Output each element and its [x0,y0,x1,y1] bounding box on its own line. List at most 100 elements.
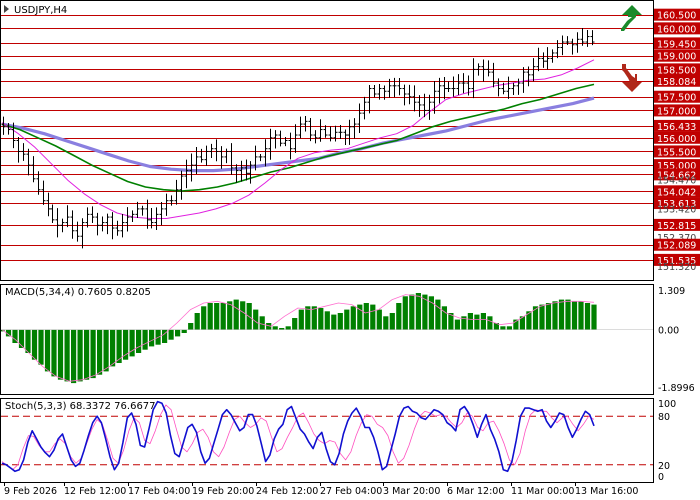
macd-bar [305,306,311,330]
price-bar [21,143,26,161]
moving-average-lines [1,59,595,219]
price-bar [377,84,382,100]
price-bar [456,74,461,96]
price-bar [491,62,496,88]
price-bar [580,27,585,46]
chart-title: USDJPY,H4 [14,5,67,16]
macd-bar [272,326,278,330]
macd-bar [71,329,77,384]
price-bar [214,139,219,162]
price-bar [60,218,65,233]
price-bar [451,76,456,97]
price-bar [545,47,550,70]
price-bar [11,122,16,149]
macd-bar [519,316,525,330]
macd-bar [500,326,506,330]
price-bar [31,156,36,183]
macd-bar [591,304,597,330]
price-level-label: 155.500 [657,147,696,158]
level-label-bg [654,22,700,35]
price-bar [417,95,422,117]
macd-bar [84,329,90,380]
price-bar [541,52,546,68]
price-bar [224,148,229,164]
macd-bar [376,309,382,330]
price-bar [585,29,590,47]
price-level-label: 156.000 [657,134,696,145]
price-axis: 160.500 160.000 159.450 159.000 158.500158.0… [654,8,700,273]
level-label-bg [654,131,700,144]
level-label-bg [654,104,700,117]
price-bar [506,76,511,99]
macd-bar [214,303,220,330]
level-label-bg [654,185,700,198]
price-bar [303,115,308,132]
macd-bar [279,328,285,330]
price-bar [496,78,501,97]
macd-bar [188,323,194,330]
price-bar [313,130,318,144]
macd-bar [441,306,447,330]
price-bar [174,179,179,205]
price-bar [481,59,486,82]
macd-bar [136,329,142,353]
price-tick-label: 154.470 [657,176,696,187]
price-bar [333,125,338,142]
macd-bar [259,316,265,330]
price-bar [75,221,80,242]
macd-bar [64,329,70,382]
macd-tick-label: 0.00 [658,326,679,337]
stoch-main-line [1,400,595,473]
time-tick-label: 19 Feb 20:00 [192,486,254,497]
macd-bar [123,329,129,360]
price-bar [194,147,199,174]
macd-bar [25,329,31,353]
price-bar [526,66,531,87]
price-level-label: 159.000 [657,52,696,63]
macd-bar [51,329,57,377]
macd-histogram [1,293,597,384]
price-bar [278,130,283,147]
price-bar [204,145,209,166]
macd-bar [435,299,441,330]
level-label-bg [654,159,700,172]
price-level-label: 154.662 [657,170,696,181]
macd-bar [175,329,181,337]
price-bar [273,130,278,149]
macd-bar [350,306,356,330]
price-bar [555,40,560,59]
arrow-down-icon [622,64,642,92]
macd-bar [383,316,389,330]
macd-bar [493,323,499,330]
price-level-label: 155.000 [657,161,696,172]
macd-bar [266,323,272,330]
time-tick-label: 13 Mar 16:00 [575,486,638,497]
price-bar [536,47,541,72]
price-bar [422,93,427,118]
time-tick-label: 12 Feb 12:00 [64,486,126,497]
price-bar [590,30,595,46]
price-bars [1,27,595,249]
macd-bar [487,316,493,330]
price-bar [46,192,51,217]
price-bar [402,84,407,106]
time-tick-label: 9 Feb 2026 [4,486,57,497]
price-bar [427,94,432,120]
level-label-bg [654,197,700,210]
price-bar [189,153,194,182]
price-bar [100,216,105,232]
price-bar [382,85,387,100]
price-bar [253,145,258,171]
price-bar [486,60,491,77]
level-label-bg [654,63,700,76]
macd-bar [142,329,148,350]
price-bar [90,206,95,223]
macd-bar [337,313,343,330]
ma-fast-line [1,59,595,219]
price-bar [293,124,298,153]
macd-bar [57,329,64,380]
macd-bar [513,319,519,330]
price-bar [575,32,580,53]
price-bar [372,85,377,98]
